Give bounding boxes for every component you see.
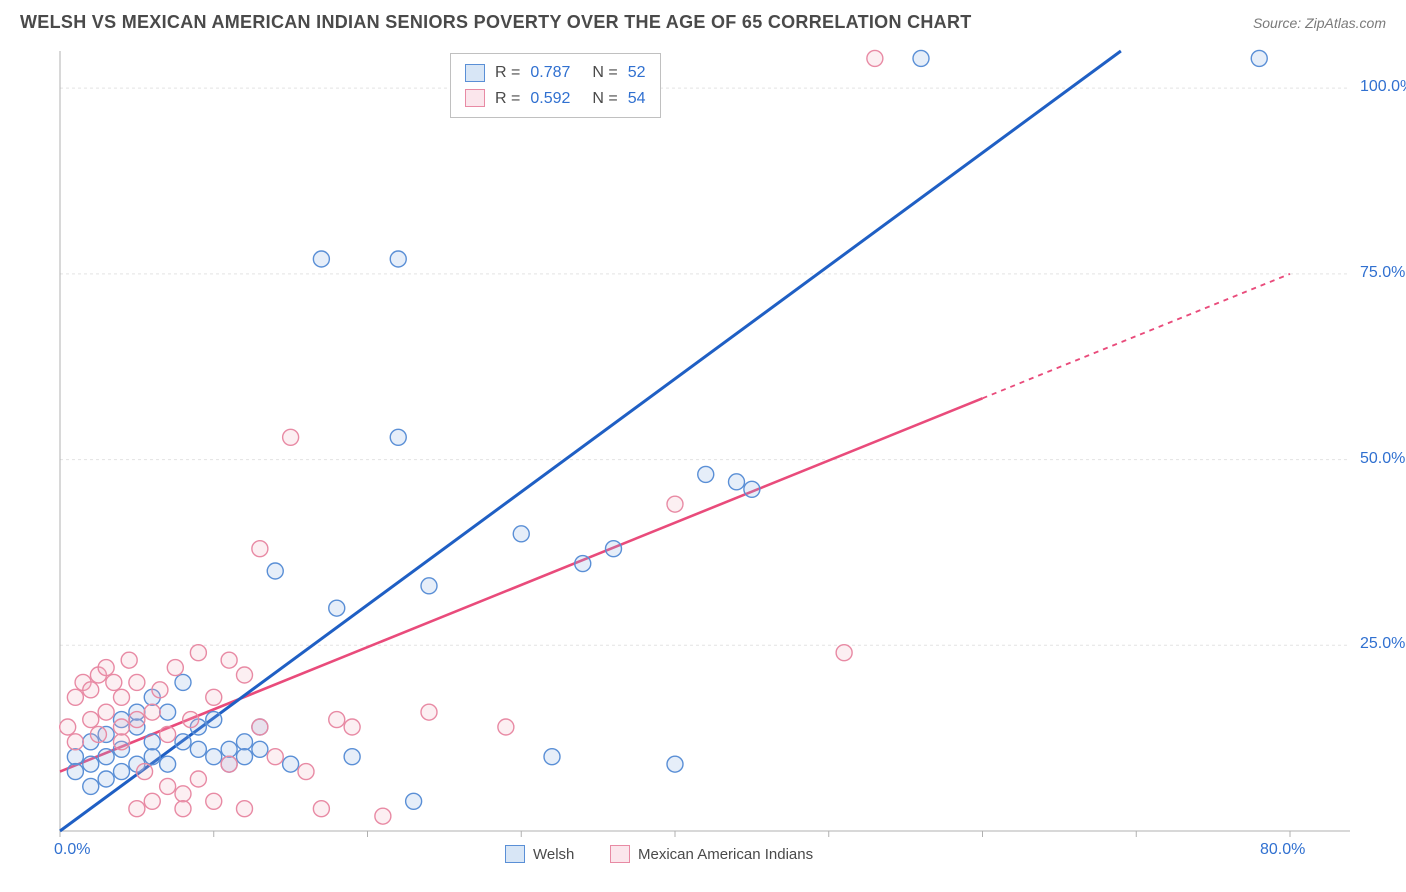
- y-tick-label: 75.0%: [1360, 264, 1405, 282]
- legend-r-value: 0.592: [530, 86, 570, 112]
- legend-n-value: 54: [628, 86, 646, 112]
- legend-r-label: R =: [495, 60, 520, 86]
- y-tick-label: 25.0%: [1360, 635, 1405, 653]
- correlation-legend-box: R = 0.787 N = 52 R = 0.592 N = 54: [450, 53, 661, 118]
- y-tick-label: 100.0%: [1360, 78, 1406, 96]
- chart-area: Seniors Poverty Over the Age of 65 ZIPat…: [0, 41, 1406, 889]
- legend-r-label: R =: [495, 86, 520, 112]
- correlation-legend-row: R = 0.592 N = 54: [465, 86, 646, 112]
- correlation-legend-row: R = 0.787 N = 52: [465, 60, 646, 86]
- scatter-chart-svg: [0, 41, 1406, 889]
- legend-n-value: 52: [628, 60, 646, 86]
- legend-n-label: N =: [592, 86, 617, 112]
- series-legend-label: Welsh: [533, 846, 574, 863]
- legend-swatch: [465, 89, 485, 107]
- chart-title: WELSH VS MEXICAN AMERICAN INDIAN SENIORS…: [20, 12, 972, 33]
- chart-source: Source: ZipAtlas.com: [1253, 15, 1386, 31]
- legend-swatch: [505, 845, 525, 863]
- series-legend-item: Welsh: [505, 845, 574, 863]
- x-tick-label: 0.0%: [54, 841, 90, 859]
- series-legend-item: Mexican American Indians: [610, 845, 813, 863]
- series-legend-label: Mexican American Indians: [638, 846, 813, 863]
- y-tick-label: 50.0%: [1360, 450, 1405, 468]
- legend-swatch: [610, 845, 630, 863]
- legend-r-value: 0.787: [530, 60, 570, 86]
- x-tick-label: 80.0%: [1260, 841, 1305, 859]
- legend-swatch: [465, 64, 485, 82]
- chart-header: WELSH VS MEXICAN AMERICAN INDIAN SENIORS…: [0, 0, 1406, 41]
- legend-n-label: N =: [592, 60, 617, 86]
